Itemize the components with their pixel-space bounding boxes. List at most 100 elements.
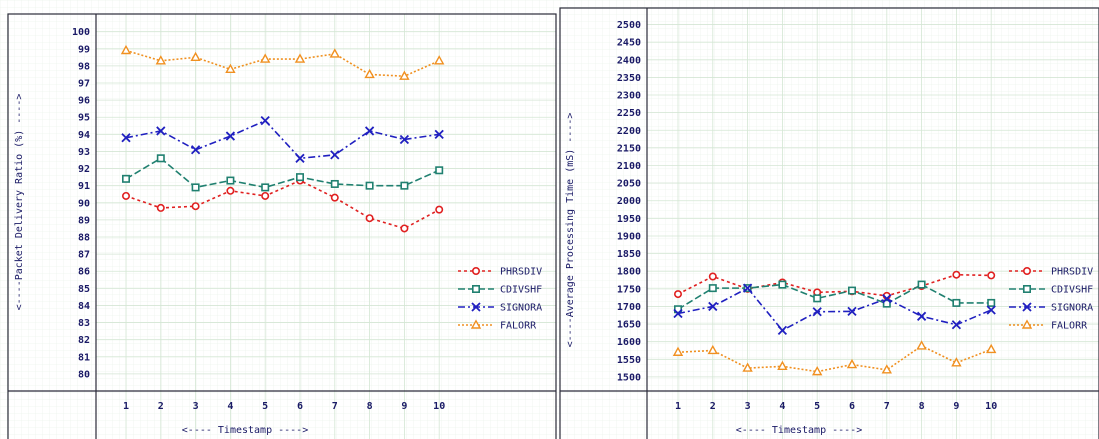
y-tick-label: 92 [78,164,90,175]
marker-1-5 [847,286,856,295]
y-tick-label: 2400 [617,55,641,66]
series-line [125,49,440,77]
marker-1-9 [986,343,997,354]
y-tick-label: 1800 [617,267,641,278]
series-line [677,344,992,373]
marker-1-1 [708,272,717,281]
y-tick-label: 95 [78,113,90,124]
legend-label: SIGNORA [1051,303,1093,314]
x-tick-label: 5 [262,401,268,412]
x-tick-label: 9 [953,401,959,412]
marker-1-leg0 [1022,266,1031,275]
x-tick-label: 7 [332,401,338,412]
marker-1-4 [812,307,822,317]
series-line [677,287,992,332]
y-tick-label: 1900 [617,231,641,242]
marker-1-4 [812,365,823,376]
marker-1-8 [951,320,962,330]
marker-1-2 [742,283,753,293]
marker-0-9 [434,55,445,65]
x-tick-label: 6 [849,401,855,412]
marker-0-leg2 [471,302,481,312]
x-tick-label: 1 [675,401,681,412]
legend-label: CDIVSHF [500,285,542,296]
marker-0-9 [435,205,444,214]
marker-0-5 [295,173,304,182]
marker-1-leg3 [1021,319,1033,329]
y-tick-label: 2300 [617,91,641,102]
marker-1-1 [708,284,717,293]
legend-label: CDIVSHF [1051,285,1093,296]
series-line [677,273,992,297]
y-tick-label: 1600 [617,337,641,348]
y-tick-label: 1850 [617,249,641,260]
x-tick-label: 8 [919,401,925,412]
marker-0-1 [156,154,165,163]
legend-label: SIGNORA [500,303,542,314]
y-tick-label: 2100 [617,161,641,172]
x-tick-label: 10 [985,401,997,412]
x-tick-label: 10 [433,401,445,412]
marker-1-7 [916,311,927,321]
y-tick-label: 2000 [617,196,641,207]
marker-1-9 [987,298,996,307]
series-line [125,179,440,230]
y-tick-label: 80 [78,369,90,380]
marker-1-5 [847,306,857,317]
marker-0-5 [294,53,306,63]
x-axis-label: <---- Timestamp ----> [182,425,308,436]
y-tick-label: 88 [78,233,90,244]
marker-1-3 [777,360,788,371]
marker-0-7 [365,214,374,223]
marker-0-0 [122,174,131,183]
y-tick-label: 90 [78,198,90,209]
marker-0-0 [120,44,132,55]
marker-0-3 [226,176,235,185]
y-tick-label: 84 [78,301,90,312]
y-tick-label: 2450 [617,38,641,49]
marker-0-4 [261,183,270,192]
marker-0-6 [330,193,339,202]
series-line [677,283,992,310]
marker-1-1 [708,301,718,312]
y-tick-label: 2500 [617,20,641,31]
marker-0-3 [225,63,236,74]
marker-1-leg1 [1022,284,1031,293]
marker-0-7 [364,68,375,79]
marker-0-1 [155,55,166,65]
series-falorr [672,340,997,376]
y-tick-label: 85 [78,284,90,295]
x-tick-label: 9 [401,401,407,412]
y-tick-label: 98 [78,61,90,72]
y-axis-label: <----Packet Delivery Ratio (%) ----> [14,94,25,311]
marker-0-1 [156,203,165,212]
series-signora [121,116,444,163]
y-tick-label: 94 [78,130,90,141]
y-tick-label: 93 [78,147,90,158]
marker-0-leg3 [470,319,482,329]
x-tick-label: 3 [193,401,199,412]
x-tick-label: 3 [745,401,751,412]
grid-lines [96,14,556,439]
y-tick-label: 86 [78,267,90,278]
marker-0-2 [191,183,200,192]
x-tick-label: 5 [814,401,820,412]
marker-1-8 [952,298,961,307]
marker-1-9 [987,271,996,280]
marker-1-1 [707,344,718,355]
y-tick-label: 1750 [617,284,641,295]
y-tick-label: 96 [78,96,90,107]
y-tick-label: 82 [78,335,90,346]
marker-0-2 [191,202,200,211]
marker-0-5 [295,153,305,163]
x-tick-label: 8 [367,401,373,412]
marker-0-0 [122,191,131,200]
y-tick-label: 97 [78,79,90,90]
marker-1-3 [778,280,787,289]
marker-1-6 [882,294,892,304]
y-tick-label: 2050 [617,179,641,190]
marker-1-0 [672,346,684,356]
legend-label: PHRSDIV [1051,267,1093,278]
marker-1-7 [917,280,926,289]
